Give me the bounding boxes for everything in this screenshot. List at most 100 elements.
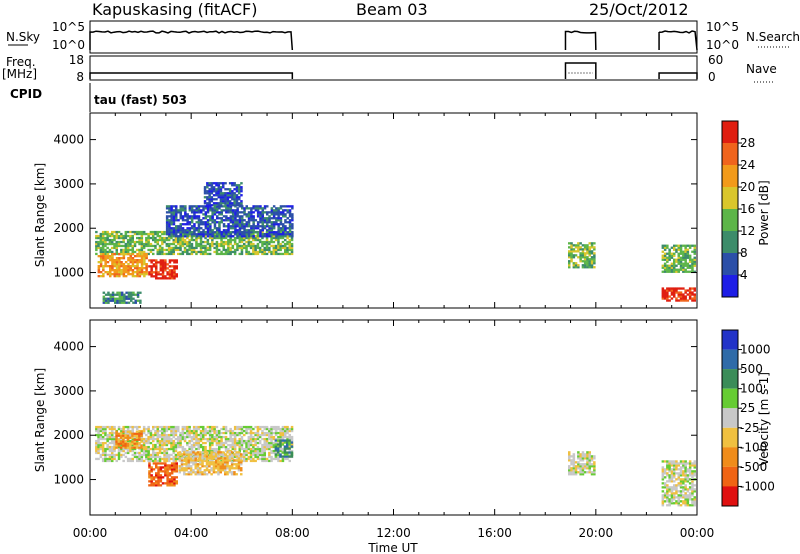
power-cell xyxy=(593,256,596,259)
velocity-cell xyxy=(217,469,220,472)
power-cell xyxy=(286,240,289,244)
velocity-cell xyxy=(208,431,212,435)
velocity-cell xyxy=(149,437,153,441)
power-cbar-swatch xyxy=(722,253,738,275)
velocity-cell xyxy=(140,446,143,449)
power-cell xyxy=(172,246,175,250)
velocity-cell xyxy=(142,449,146,453)
power-cell xyxy=(165,233,169,236)
velocity-cell xyxy=(168,466,172,469)
velocity-cell xyxy=(172,457,175,461)
velocity-cell xyxy=(147,451,150,455)
velocity-cell xyxy=(236,441,239,445)
power-cell xyxy=(291,207,294,210)
power-cell xyxy=(140,253,144,256)
power-cell xyxy=(574,264,578,267)
velocity-cell xyxy=(281,441,285,445)
velocity-cell xyxy=(168,472,172,475)
velocity-cell xyxy=(219,465,222,468)
velocity-cell xyxy=(101,447,105,451)
power-cell xyxy=(149,242,153,246)
velocity-cell xyxy=(290,425,294,429)
velocity-cell xyxy=(682,470,685,473)
velocity-cell xyxy=(167,447,171,451)
power-cell xyxy=(234,215,237,218)
velocity-cell xyxy=(208,465,211,468)
velocity-cell xyxy=(138,442,141,445)
power-cell xyxy=(101,234,105,238)
velocity-cell xyxy=(268,443,271,447)
velocity-cell xyxy=(237,451,241,454)
power-cell xyxy=(118,301,122,304)
power-cell xyxy=(225,211,228,214)
velocity-cell xyxy=(675,460,678,463)
power-cell xyxy=(682,262,685,265)
power-cell xyxy=(274,252,278,256)
velocity-cell xyxy=(231,441,235,445)
power-cell xyxy=(274,250,278,254)
velocity-cell xyxy=(679,468,683,471)
velocity-cell xyxy=(691,482,694,485)
power-cell xyxy=(290,250,294,254)
power-cell xyxy=(231,190,234,193)
power-cell xyxy=(224,248,228,252)
velocity-cell xyxy=(177,439,180,443)
velocity-cell xyxy=(186,455,189,459)
power-cell xyxy=(228,196,232,199)
velocity-cell xyxy=(227,437,230,441)
power-cell xyxy=(577,264,580,267)
power-cell xyxy=(211,229,214,232)
power-cell xyxy=(175,265,178,268)
power-cell xyxy=(270,207,274,210)
power-cell xyxy=(206,229,210,232)
velocity-cell xyxy=(206,449,210,453)
power-cell xyxy=(134,301,137,304)
power-cell xyxy=(122,267,126,270)
power-cell xyxy=(199,238,203,242)
power-cell xyxy=(206,186,209,189)
power-cell xyxy=(261,252,264,256)
velocity-cell xyxy=(286,427,289,431)
power-cell xyxy=(688,254,692,257)
power-cell xyxy=(234,209,237,212)
velocity-cell xyxy=(265,431,269,435)
velocity-cell xyxy=(165,433,169,437)
power-cell xyxy=(229,238,232,242)
power-cell xyxy=(122,273,126,276)
velocity-cell xyxy=(679,504,683,507)
power-cell xyxy=(118,259,121,262)
velocity-cell xyxy=(170,464,174,467)
power-cell xyxy=(97,269,101,272)
power-cell xyxy=(136,273,139,276)
power-cell xyxy=(208,190,211,193)
power-cell xyxy=(686,248,690,251)
velocity-cell xyxy=(583,471,587,474)
velocity-cell xyxy=(202,455,205,459)
velocity-cell xyxy=(161,462,165,465)
power-cell xyxy=(586,264,589,267)
power-cell xyxy=(212,188,216,191)
velocity-cell xyxy=(145,437,148,441)
velocity-cell xyxy=(279,447,282,451)
power-cell xyxy=(136,275,139,278)
power-cell xyxy=(259,207,262,210)
power-cell xyxy=(204,233,208,236)
power-cell xyxy=(122,240,125,244)
power-cell xyxy=(170,275,174,278)
power-cell xyxy=(129,273,132,276)
power-cell xyxy=(131,236,134,240)
power-cell xyxy=(243,209,246,212)
power-cell xyxy=(152,275,156,278)
velocity-cell xyxy=(129,443,132,447)
power-cell xyxy=(109,273,112,276)
velocity-cell xyxy=(254,433,257,437)
power-cell xyxy=(238,198,241,201)
power-cell xyxy=(688,260,692,263)
velocity-cell xyxy=(668,462,671,465)
velocity-cell xyxy=(235,459,238,462)
velocity-cell xyxy=(568,465,571,468)
velocity-cell xyxy=(235,453,238,456)
power-cell xyxy=(165,211,169,214)
velocity-cell xyxy=(99,455,103,459)
velocity-cell xyxy=(668,464,671,467)
